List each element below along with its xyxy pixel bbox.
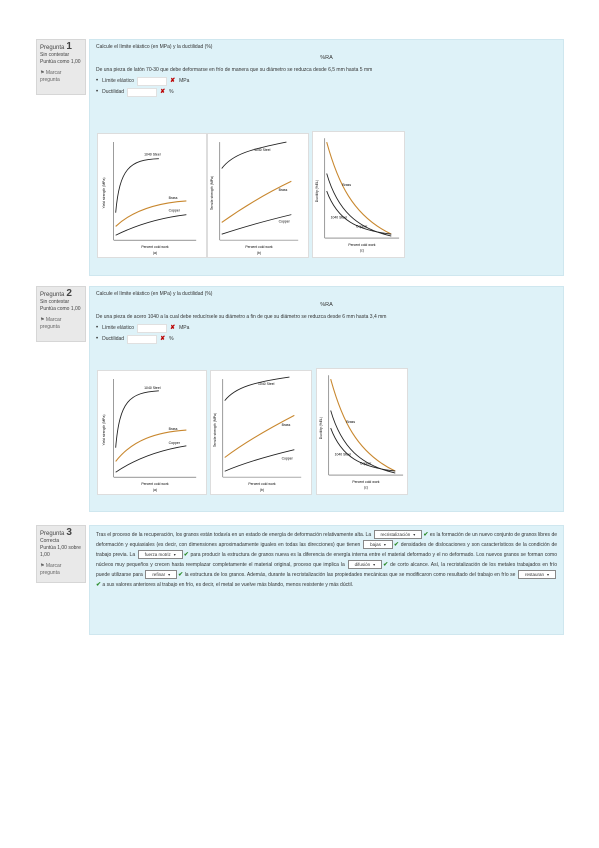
correct-icon: ✔ [96, 582, 102, 588]
blank-select-2[interactable]: bajas ▾ [363, 540, 393, 550]
question-number: Pregunta 1 [40, 41, 72, 52]
flag-icon: ⚑ [40, 563, 45, 569]
question-points: Puntúa 1,00 sobre 1,00 [40, 545, 81, 558]
blank-select-4[interactable]: difusión ▾ [347, 560, 383, 570]
blank-select-3[interactable]: fuerza motriz ▾ [137, 550, 183, 560]
answer-yield-strength: Límite elástico ✘ MPa [96, 76, 557, 86]
question-status: Correcta [40, 538, 60, 544]
formula: %RA [320, 55, 333, 61]
flag-question-link[interactable]: ⚑ Marcar pregunta [40, 70, 62, 83]
blank-select-5[interactable]: refinar ▾ [145, 570, 178, 580]
svg-text:Ductility (%EL): Ductility (%EL) [315, 180, 319, 202]
ductility-chart: Brass 1040 Steel Copper Percent cold wor… [316, 368, 408, 495]
correct-icon: ✔ [183, 552, 189, 558]
chevron-down-icon: ▾ [383, 542, 386, 548]
svg-text:Copper: Copper [169, 209, 181, 213]
answer-ductility: Ductilidad ✘ % [96, 334, 557, 344]
svg-text:1040 Steel: 1040 Steel [254, 148, 271, 152]
flag-question-link[interactable]: ⚑ Marcar pregunta [40, 317, 62, 330]
question-number: Pregunta 2 [40, 288, 72, 299]
question-info-panel: Pregunta 1 Sin contestar Puntúa como 1,00… [36, 39, 86, 95]
svg-text:Brass: Brass [279, 188, 288, 192]
blank-select-6[interactable]: restauran ▾ [518, 570, 557, 580]
svg-text:Percent cold work: Percent cold work [352, 480, 379, 484]
answer-yield-strength: Límite elástico ✘ MPa [96, 323, 557, 333]
flag-question-link[interactable]: ⚑ Marcar pregunta [40, 563, 62, 576]
question-description: De una pieza de acero 1040 a la cual deb… [96, 314, 387, 320]
incorrect-icon: ✘ [160, 88, 166, 95]
formula: %RA [320, 302, 333, 308]
svg-text:Brass: Brass [169, 196, 178, 200]
svg-text:Ductility (%EL): Ductility (%EL) [319, 417, 323, 439]
svg-text:1040 Steel: 1040 Steel [144, 153, 161, 157]
svg-text:(b): (b) [257, 251, 261, 255]
svg-text:(a): (a) [153, 251, 157, 255]
chevron-down-icon: ▾ [168, 572, 171, 578]
answer-ductility: Ductilidad ✘ % [96, 87, 557, 97]
incorrect-icon: ✘ [170, 324, 176, 331]
svg-text:Copper: Copper [360, 461, 372, 465]
yield-strength-chart: 1040 Steel Brass Copper Percent cold wor… [97, 370, 207, 495]
correct-icon: ✔ [178, 572, 184, 578]
svg-text:Copper: Copper [282, 456, 294, 460]
svg-text:Tensile strength (MPa): Tensile strength (MPa) [210, 176, 214, 210]
blank-select-1[interactable]: recristalización ▾ [373, 530, 423, 540]
correct-icon: ✔ [383, 562, 389, 568]
question-text: Calcule el límite elástico (en MPa) y la… [96, 44, 213, 50]
svg-text:Tensile strength (MPa): Tensile strength (MPa) [213, 413, 217, 447]
yield-strength-chart: 1040 Steel Brass Copper Percent cold wor… [97, 133, 207, 258]
question-status: Sin contestar [40, 52, 70, 58]
correct-icon: ✔ [423, 532, 429, 538]
svg-text:1040 Steel: 1040 Steel [331, 215, 348, 219]
incorrect-icon: ✘ [160, 335, 166, 342]
ductility-input[interactable] [127, 334, 158, 344]
question-number: Pregunta 3 [40, 527, 72, 538]
svg-text:Percent cold work: Percent cold work [245, 245, 272, 249]
yield-strength-input[interactable] [137, 76, 168, 86]
chevron-down-icon: ▾ [173, 552, 176, 558]
chevron-down-icon: ▾ [547, 572, 550, 578]
cloze-paragraph: Tras el proceso de la recuperación, los … [96, 530, 558, 588]
svg-text:Percent cold work: Percent cold work [141, 245, 168, 249]
svg-text:Copper: Copper [169, 441, 181, 445]
svg-text:(c): (c) [360, 249, 364, 253]
svg-text:Brass: Brass [342, 183, 351, 187]
svg-text:Brass: Brass [282, 423, 291, 427]
question-info-panel: Pregunta 2 Sin contestar Puntúa como 1,00… [36, 286, 86, 342]
flag-icon: ⚑ [40, 70, 45, 76]
chevron-down-icon: ▾ [373, 562, 376, 568]
question-points: Puntúa como 1,00 [40, 59, 81, 65]
svg-text:Percent cold work: Percent cold work [348, 243, 375, 247]
chevron-down-icon: ▾ [413, 532, 416, 538]
ductility-input[interactable] [127, 87, 158, 97]
svg-text:1040 Steel: 1040 Steel [144, 386, 161, 390]
svg-text:(a): (a) [153, 488, 157, 492]
question-status: Sin contestar [40, 299, 70, 305]
incorrect-icon: ✘ [170, 77, 176, 84]
svg-text:1040 Steel: 1040 Steel [258, 382, 275, 386]
question-points: Puntúa como 1,00 [40, 306, 81, 312]
svg-text:Percent cold work: Percent cold work [141, 482, 168, 486]
ductility-chart: Brass 1040 Steel Copper Percent cold wor… [312, 131, 405, 258]
tensile-strength-chart: 1040 Steel Brass Copper Percent cold wor… [210, 370, 312, 495]
svg-text:Copper: Copper [279, 219, 291, 223]
svg-text:1040 Steel: 1040 Steel [335, 452, 352, 456]
svg-text:Percent cold work: Percent cold work [248, 482, 275, 486]
svg-text:Yield strength (MPa): Yield strength (MPa) [102, 415, 106, 446]
question-description: De una pieza de latón 70-30 que debe def… [96, 67, 373, 73]
svg-text:Brass: Brass [346, 420, 355, 424]
yield-strength-input[interactable] [137, 323, 168, 333]
correct-icon: ✔ [393, 542, 399, 548]
svg-text:(c): (c) [364, 486, 368, 490]
svg-text:Brass: Brass [169, 427, 178, 431]
question-text: Calcule el límite elástico (en MPa) y la… [96, 291, 213, 297]
tensile-strength-chart: 1040 Steel Brass Copper Percent cold wor… [207, 133, 309, 258]
flag-icon: ⚑ [40, 317, 45, 323]
svg-text:Yield strength (MPa): Yield strength (MPa) [102, 178, 106, 209]
question-info-panel: Pregunta 3 Correcta Puntúa 1,00 sobre 1,0… [36, 525, 86, 583]
question-content: Tras el proceso de la recuperación, los … [89, 525, 564, 635]
svg-text:(b): (b) [260, 488, 264, 492]
svg-text:Copper: Copper [356, 224, 368, 228]
